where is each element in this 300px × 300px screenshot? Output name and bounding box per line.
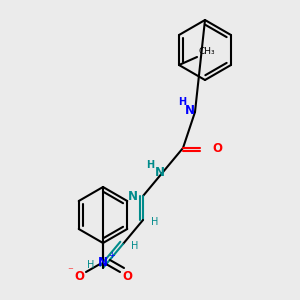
Text: H: H xyxy=(151,217,159,227)
Text: H: H xyxy=(131,241,139,251)
Text: O: O xyxy=(74,271,84,284)
Text: O: O xyxy=(122,271,132,284)
Text: H: H xyxy=(178,97,186,107)
Text: N: N xyxy=(128,190,138,202)
Text: CH₃: CH₃ xyxy=(198,47,214,56)
Text: +: + xyxy=(109,251,116,260)
Text: N: N xyxy=(98,256,108,268)
Text: N: N xyxy=(185,103,195,116)
Text: H: H xyxy=(87,260,95,270)
Text: N: N xyxy=(155,166,165,178)
Text: H: H xyxy=(146,160,154,170)
Text: O: O xyxy=(212,142,222,155)
Text: ⁻: ⁻ xyxy=(67,266,73,276)
